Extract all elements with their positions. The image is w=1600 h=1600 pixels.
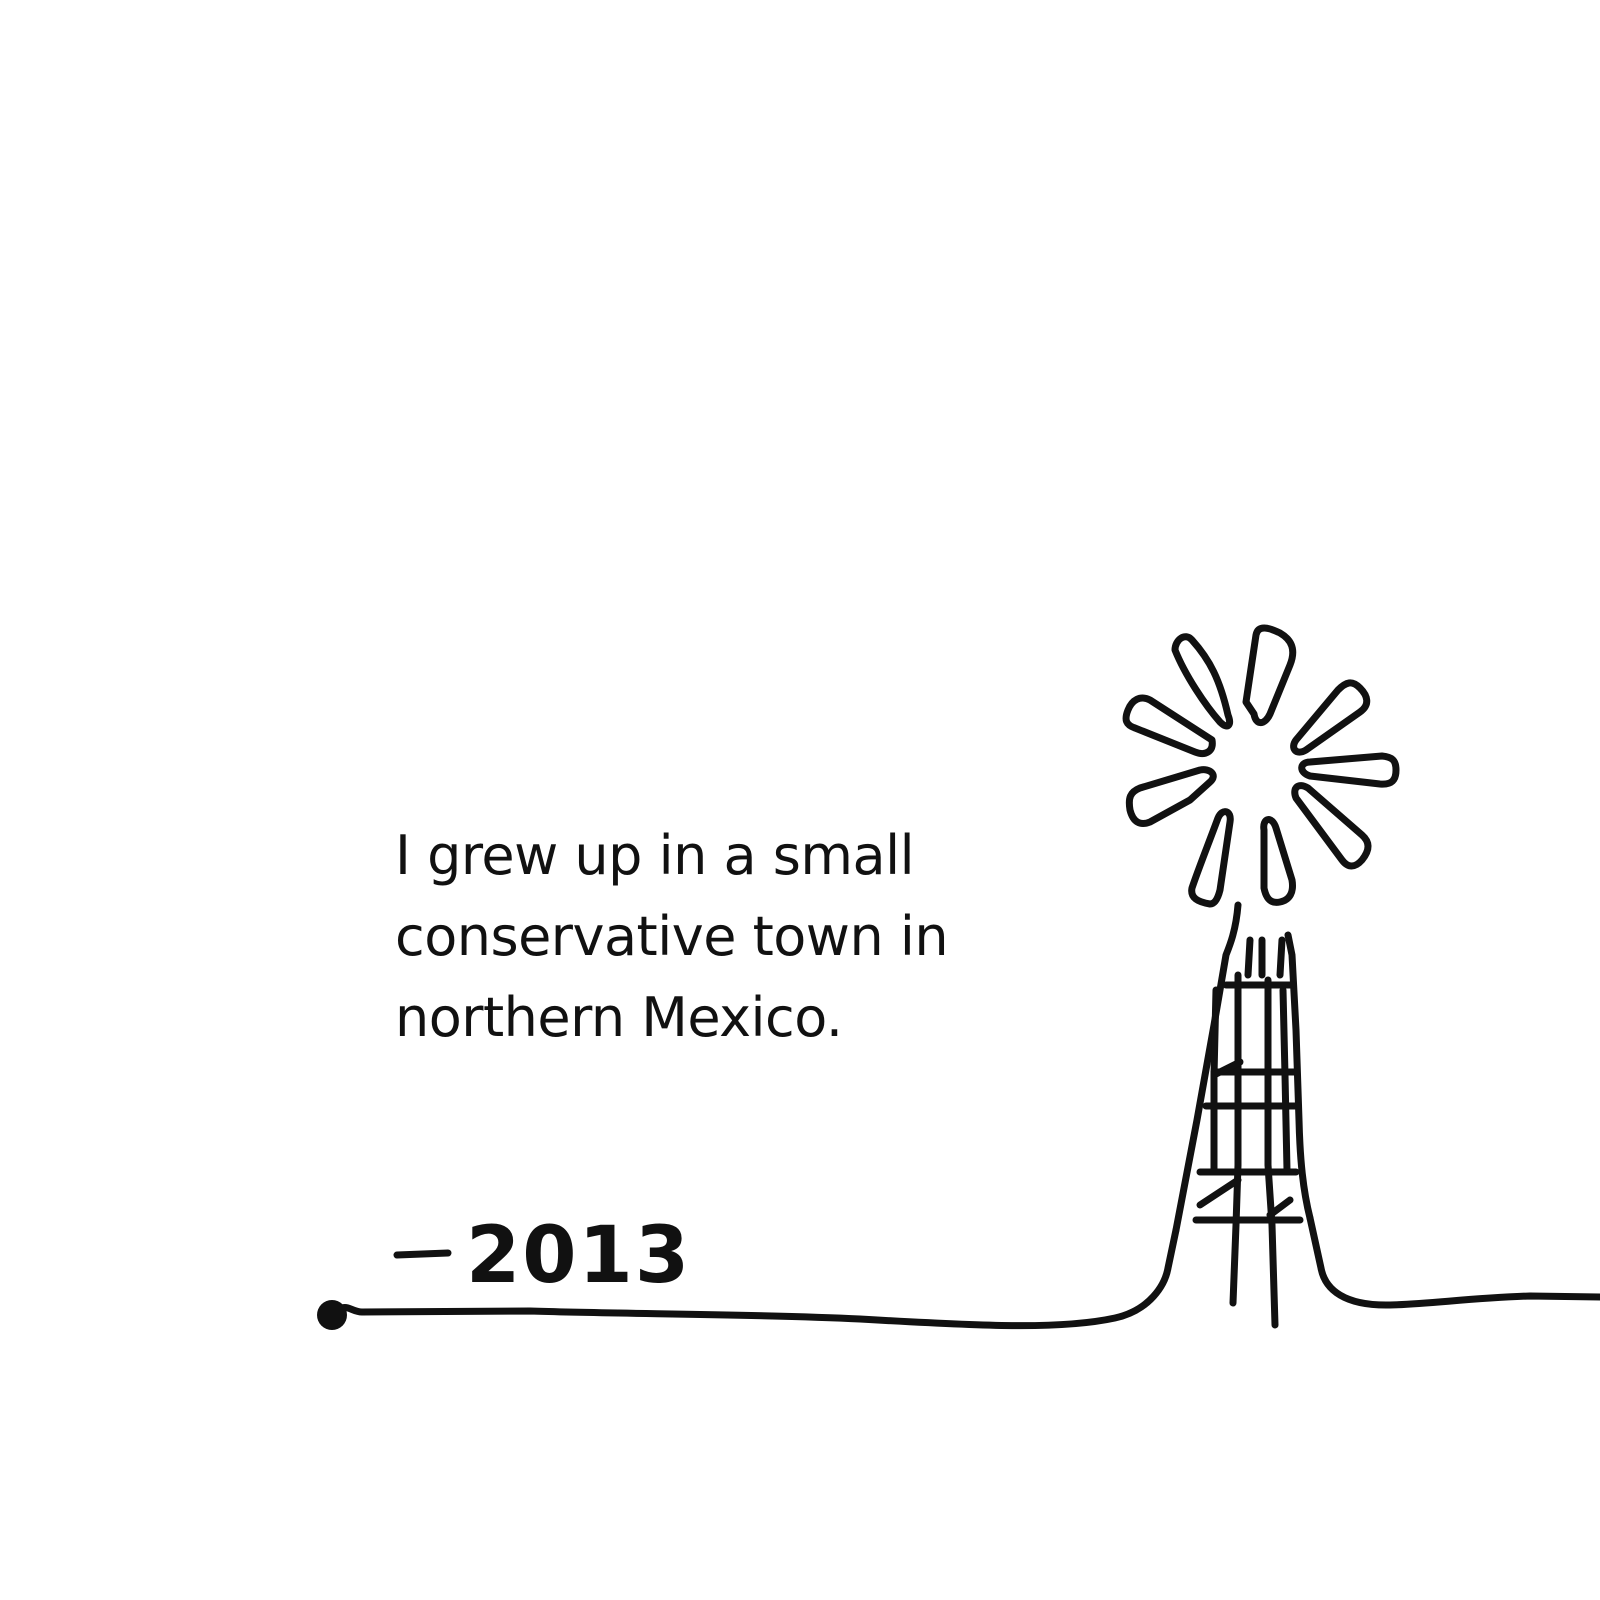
windmill-icon	[1122, 624, 1400, 908]
timeline-line	[317, 1214, 1600, 1330]
year-marker: 2013	[393, 1211, 691, 1301]
caption-line: I grew up in a small	[395, 824, 915, 887]
year-label: 2013	[466, 1211, 691, 1301]
caption-text: I grew up in a small conservative town i…	[395, 815, 1015, 1058]
caption-line: northern Mexico.	[395, 986, 843, 1049]
caption-line: conservative town in	[395, 905, 949, 968]
windmill-tower	[1172, 901, 1314, 1329]
